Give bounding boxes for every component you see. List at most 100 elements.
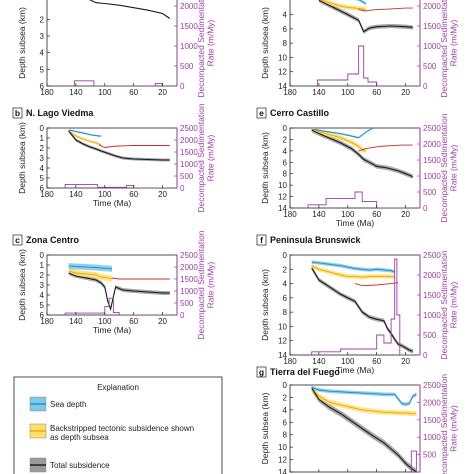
sea-series-line [68, 265, 113, 270]
y-tick-label: 8 [283, 170, 288, 179]
x-tick-label: 100 [341, 88, 355, 97]
sedimentation-rate-line [410, 450, 417, 472]
panel-title: Tierra del Fuego [270, 367, 340, 377]
sea-series-line [68, 129, 102, 137]
x-axis-label: Time (Ma) [93, 325, 132, 335]
tectonic-series-line [311, 387, 417, 415]
sea-uncertainty-band [311, 385, 417, 407]
total-uncertainty-band [311, 128, 413, 179]
y2-tick-label: 0 [423, 351, 428, 360]
total-uncertainty-band [318, 0, 413, 34]
y-axis-label: Depth subsea (km) [17, 122, 27, 194]
sedimentation-rate-line [307, 191, 415, 208]
y-tick-label: 4 [283, 147, 288, 156]
sedimentation-rate-line [316, 45, 415, 86]
y2-tick-label: 0 [423, 204, 428, 213]
y-tick-label: 3 [40, 281, 45, 290]
sea-uncertainty-band [354, 0, 366, 6]
red-series-line [111, 277, 170, 280]
y-tick-label: 12 [278, 193, 287, 202]
y2-tick-label: 2500 [423, 124, 441, 133]
tectonic-uncertainty-band [68, 268, 112, 282]
y2-tick-label: 1500 [423, 291, 441, 300]
y-tick-label: 5 [40, 301, 45, 310]
y-tick-label: 14 [278, 468, 287, 474]
y-tick-label: 6 [283, 418, 288, 427]
y2-axis-label: Decompacted SedimentationRate (m/My) [196, 103, 215, 212]
y-tick-label: 6 [40, 184, 45, 193]
x-tick-label: 20 [401, 88, 410, 97]
x-tick-label: 100 [98, 190, 112, 199]
y2-tick-label: 1500 [423, 156, 441, 165]
x-tick-label: 60 [129, 317, 138, 326]
legend-item-label: Total subsidence [50, 461, 110, 470]
y2-tick-label: 1000 [180, 287, 198, 296]
total-series-line [311, 129, 414, 178]
y2-tick-label: 2000 [180, 2, 198, 11]
panel-letter: c [15, 235, 20, 245]
tectonic-series-line [68, 270, 113, 280]
tectonic-uncertainty-band [311, 263, 395, 280]
sedimentation-rate-line [64, 183, 172, 188]
plot-frame [289, 0, 421, 87]
y-tick-label: 6 [283, 25, 288, 34]
y-tick-label: 2 [40, 144, 45, 153]
total-series-line [311, 387, 417, 472]
y2-tick-label: 500 [423, 451, 437, 460]
tectonic-series-line [311, 265, 395, 278]
x-tick-label: 20 [158, 190, 167, 199]
y-tick-label: 2 [40, 15, 45, 24]
y-tick-label: 0 [40, 251, 45, 260]
y2-axis-label: Decompacted SedimentationRate (m/My) [439, 0, 458, 98]
red-series-line [98, 144, 170, 148]
x-tick-label: 140 [69, 190, 83, 199]
x-tick-label: 140 [312, 357, 326, 366]
x-tick-label: 60 [129, 190, 138, 199]
y2-tick-label: 1000 [423, 42, 441, 51]
y-tick-label: 10 [278, 53, 287, 62]
x-tick-label: 140 [69, 88, 83, 97]
x-axis-label: Time (Ma) [336, 218, 375, 228]
y-tick-label: 3 [40, 32, 45, 41]
y-tick-label: 5 [40, 65, 45, 74]
x-axis-label: Time (Ma) [336, 365, 375, 375]
y-tick-label: 0 [283, 381, 288, 390]
y-tick-label: 6 [283, 294, 288, 303]
y-tick-label: 8 [283, 431, 288, 440]
y2-tick-label: 500 [423, 331, 437, 340]
legend-box [13, 376, 223, 474]
sea-series-line [358, 0, 367, 5]
y-tick-label: 4 [40, 291, 45, 300]
y-axis-label: Depth subsea (km) [260, 132, 270, 204]
y-axis-label: Depth subsea (km) [17, 249, 27, 321]
y-tick-label: 4 [283, 11, 288, 20]
y2-tick-label: 2000 [423, 398, 441, 407]
y2-tick-label: 2000 [180, 136, 198, 145]
x-tick-label: 100 [98, 88, 112, 97]
y2-axis-label: Decompacted SedimentationRate (m/My) [439, 113, 458, 222]
y-axis-label: Depth subsea (km) [17, 7, 27, 79]
x-tick-label: 180 [283, 210, 297, 219]
y2-tick-label: 1000 [180, 42, 198, 51]
red-series-line [358, 144, 413, 152]
y-tick-label: 2 [283, 265, 288, 274]
x-tick-label: 60 [372, 357, 381, 366]
panel-letter-box [12, 107, 23, 119]
x-tick-label: 100 [341, 357, 355, 366]
y-tick-label: 4 [40, 49, 45, 58]
y-tick-label: 10 [278, 322, 287, 331]
y-tick-label: 4 [40, 164, 45, 173]
y-tick-label: 14 [278, 204, 287, 213]
sea-series-line [311, 128, 374, 139]
tectonic-series-line [68, 130, 102, 146]
sea-series-line [311, 261, 395, 273]
y2-tick-label: 2500 [180, 251, 198, 260]
total-uncertainty-band [68, 129, 170, 162]
y-tick-label: 0 [283, 124, 288, 133]
panel-title: Zona Centro [26, 235, 80, 245]
